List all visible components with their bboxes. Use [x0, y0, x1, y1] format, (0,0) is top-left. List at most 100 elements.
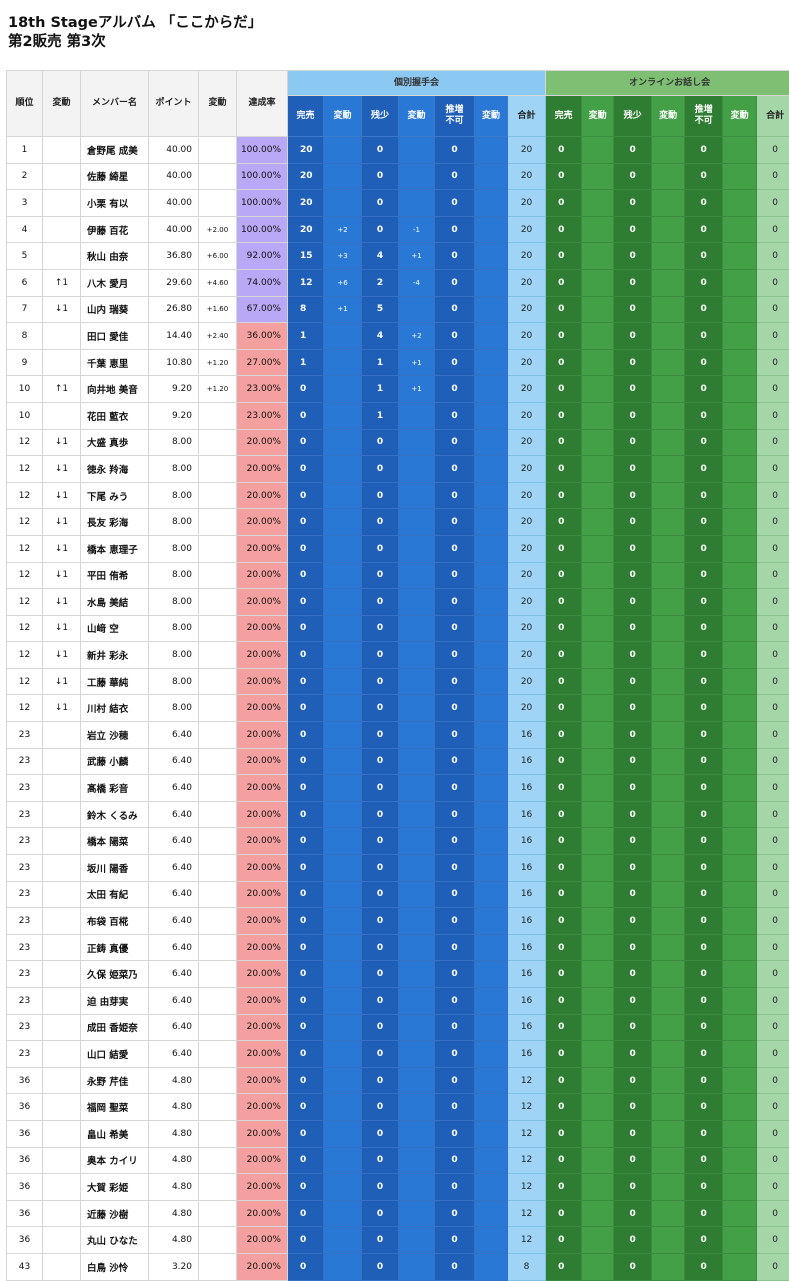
individual-remaining-cell: 0	[362, 535, 399, 562]
online-sold-out-cell: 0	[546, 855, 582, 882]
points-change-cell	[199, 163, 237, 190]
individual-change-cell	[399, 1067, 435, 1094]
online-change-cell	[582, 562, 614, 589]
rate-cell: 20.00%	[237, 1253, 288, 1280]
individual-remaining-cell: 0	[362, 695, 399, 722]
points-change-cell: +1.20	[199, 349, 237, 376]
individual-change-cell	[399, 668, 435, 695]
page-header: 18th Stageアルバム 「ここからだ」 第2販売 第3次	[0, 0, 789, 54]
individual-no-increase-cell: 0	[435, 402, 475, 429]
rate-cell: 36.00%	[237, 323, 288, 350]
member-name-cell: 花田 藍衣	[81, 402, 149, 429]
points-cell: 6.40	[149, 775, 199, 802]
individual-sold-out-cell: 0	[288, 402, 324, 429]
rank-change-cell: ↓1	[43, 615, 81, 642]
individual-change-cell	[324, 1174, 362, 1201]
individual-change-cell	[475, 190, 508, 217]
points-cell: 4.80	[149, 1094, 199, 1121]
online-total-cell: 0	[757, 163, 789, 190]
individual-sold-out-cell: 0	[288, 376, 324, 403]
online-change-cell	[582, 190, 614, 217]
online-no-increase-cell: 0	[685, 855, 723, 882]
rank-cell: 23	[7, 1041, 43, 1068]
online-no-increase-cell: 0	[685, 376, 723, 403]
online-change-cell	[723, 429, 757, 456]
individual-remaining-cell: 5	[362, 296, 399, 323]
individual-change-cell	[324, 961, 362, 988]
individual-no-increase-cell: 0	[435, 1253, 475, 1280]
points-cell: 6.40	[149, 881, 199, 908]
online-change-cell	[723, 269, 757, 296]
online-change-cell	[652, 1147, 685, 1174]
online-change-cell	[723, 881, 757, 908]
rank-cell: 12	[7, 429, 43, 456]
group-online-talk: オンラインお話し会	[546, 71, 789, 96]
member-name-cell: 向井地 美音	[81, 376, 149, 403]
individual-change-cell	[475, 482, 508, 509]
individual-change-cell	[475, 509, 508, 536]
individual-change-cell	[399, 1094, 435, 1121]
individual-sold-out-cell: 0	[288, 456, 324, 483]
individual-remaining-cell: 0	[362, 801, 399, 828]
online-remaining-cell: 0	[614, 137, 652, 164]
rank-change-cell: ↓1	[43, 668, 81, 695]
member-name-cell: 白鳥 沙怜	[81, 1253, 149, 1280]
individual-no-increase-cell: 0	[435, 190, 475, 217]
rank-cell: 12	[7, 668, 43, 695]
individual-change-cell	[475, 349, 508, 376]
online-change-cell	[723, 1067, 757, 1094]
online-change-cell	[582, 988, 614, 1015]
member-name-cell: 正鋳 真優	[81, 934, 149, 961]
online-change-cell	[652, 376, 685, 403]
individual-change-cell	[475, 1174, 508, 1201]
individual-sold-out-cell: 0	[288, 1094, 324, 1121]
individual-change-cell	[399, 1014, 435, 1041]
rank-cell: 23	[7, 801, 43, 828]
online-no-increase-cell: 0	[685, 722, 723, 749]
individual-sold-out-cell: 0	[288, 1174, 324, 1201]
rank-change-cell	[43, 1174, 81, 1201]
online-change-cell	[652, 961, 685, 988]
individual-change-cell	[475, 908, 508, 935]
points-cell: 8.00	[149, 589, 199, 616]
online-remaining-cell: 0	[614, 1067, 652, 1094]
member-name-cell: 下尾 みう	[81, 482, 149, 509]
individual-remaining-cell: 0	[362, 615, 399, 642]
rank-cell: 36	[7, 1227, 43, 1254]
individual-total-cell: 20	[508, 509, 546, 536]
individual-change-cell	[324, 695, 362, 722]
individual-remaining-cell: 0	[362, 934, 399, 961]
online-change-cell	[582, 775, 614, 802]
online-no-increase-cell: 0	[685, 509, 723, 536]
individual-change-cell	[324, 1094, 362, 1121]
member-name-cell: 倉野尾 成美	[81, 137, 149, 164]
rank-cell: 23	[7, 828, 43, 855]
online-sold-out-cell: 0	[546, 934, 582, 961]
online-no-increase-cell: 0	[685, 642, 723, 669]
individual-total-cell: 20	[508, 535, 546, 562]
online-no-increase-cell: 0	[685, 1041, 723, 1068]
online-sold-out-cell: 0	[546, 988, 582, 1015]
individual-change-cell	[475, 562, 508, 589]
online-total-cell: 0	[757, 775, 789, 802]
online-change-cell	[582, 642, 614, 669]
online-total-cell: 0	[757, 1253, 789, 1280]
points-change-cell	[199, 482, 237, 509]
rate-cell: 20.00%	[237, 934, 288, 961]
online-no-increase-cell: 0	[685, 695, 723, 722]
individual-remaining-cell: 0	[362, 748, 399, 775]
online-no-increase-cell: 0	[685, 1200, 723, 1227]
points-cell: 3.20	[149, 1253, 199, 1280]
online-remaining-cell: 0	[614, 1041, 652, 1068]
rank-cell: 23	[7, 775, 43, 802]
points-cell: 14.40	[149, 323, 199, 350]
points-cell: 8.00	[149, 668, 199, 695]
individual-change-cell	[399, 855, 435, 882]
